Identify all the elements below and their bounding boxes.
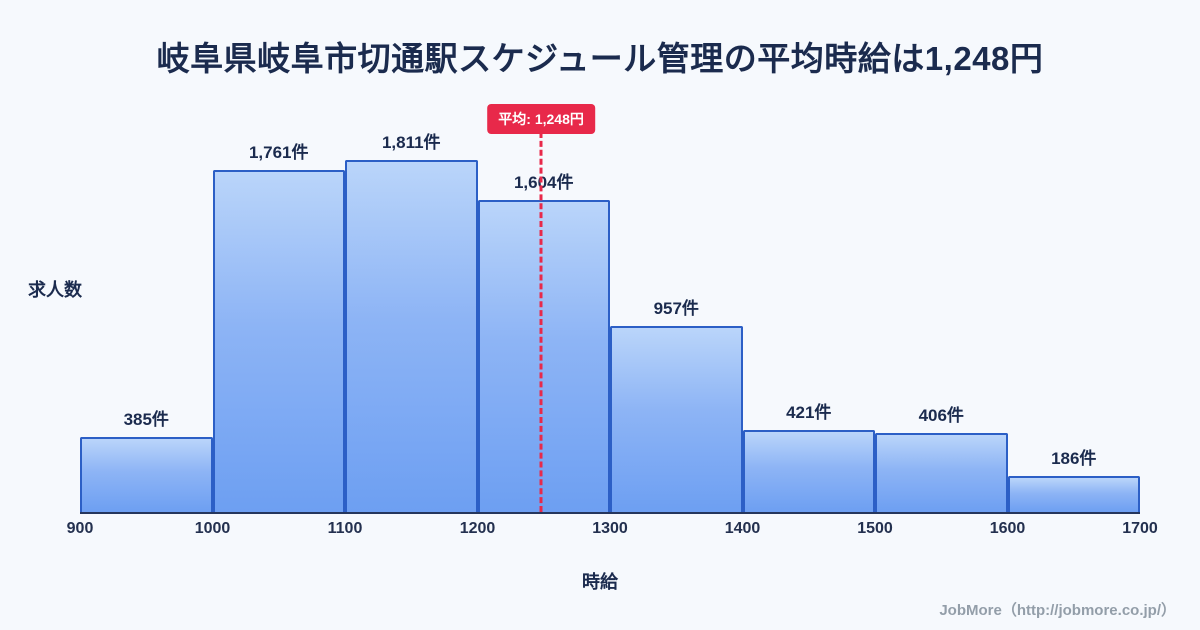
bar-fill (345, 160, 478, 512)
bar-value-label: 421件 (786, 403, 832, 422)
histogram-bar: 385件 (80, 160, 213, 512)
x-tick-label: 1400 (724, 520, 761, 537)
bar-fill (80, 437, 213, 512)
x-tick-label: 1500 (857, 520, 893, 537)
x-tick-label: 1200 (459, 520, 496, 537)
average-badge: 平均: 1,248円 (487, 104, 595, 134)
bar-value-label: 186件 (1051, 449, 1097, 468)
histogram-bar: 406件 (875, 160, 1008, 512)
bar-value-label: 957件 (653, 299, 699, 318)
x-tick-label: 1100 (327, 520, 363, 537)
bar-value-label: 406件 (918, 406, 964, 425)
bar-fill (742, 430, 875, 512)
chart-title: 岐阜県岐阜市切通駅スケジュール管理の平均時給は1,248円 (156, 40, 1044, 77)
x-axis-label: 時給 (582, 572, 618, 592)
bar-fill (875, 433, 1008, 512)
bar-value-label: 1,761件 (248, 143, 309, 162)
bar-fill (212, 170, 345, 512)
histogram-bar: 1,811件 (345, 133, 478, 512)
bar-value-label: 1,604件 (513, 173, 574, 192)
x-tick-label: 1000 (194, 520, 231, 537)
y-axis-label: 求人数 (28, 280, 82, 300)
average-dashed-line (539, 132, 543, 512)
x-ticks: 900 1000 1100 1200 1300 1400 1500 1600 1700 (67, 514, 1158, 538)
x-tick-label: 900 (66, 520, 94, 537)
x-tick-label: 1700 (1122, 520, 1158, 537)
x-tick-label: 1300 (592, 520, 628, 537)
bar-fill (477, 200, 610, 512)
histogram-bar: 1,761件 (212, 143, 345, 512)
plot-area: 平均: 1,248円 385件 1,761件 1,811件 1,604件 957件 421… (80, 104, 1140, 514)
footer-credit: JobMore（http://jobmore.co.jp/） (939, 602, 1176, 619)
histogram-bar: 957件 (610, 160, 743, 512)
bar-fill (1007, 476, 1140, 512)
bar-fill (610, 326, 743, 512)
bar-value-label: 1,811件 (381, 133, 441, 152)
bar-value-label: 385件 (123, 410, 169, 429)
histogram-bar: 1,604件 (477, 160, 610, 512)
histogram-bar: 421件 (742, 160, 875, 512)
histogram-bar: 186件 (1007, 160, 1140, 512)
x-tick-label: 1600 (989, 520, 1026, 537)
